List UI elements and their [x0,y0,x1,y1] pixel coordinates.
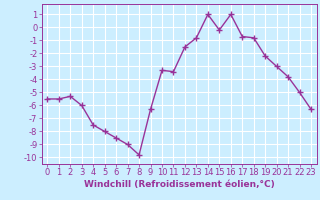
X-axis label: Windchill (Refroidissement éolien,°C): Windchill (Refroidissement éolien,°C) [84,180,275,189]
